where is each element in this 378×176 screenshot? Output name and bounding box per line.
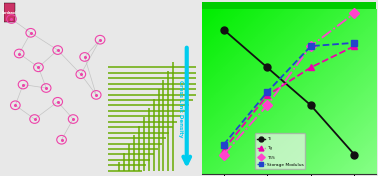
Line: T$_g$: T$_g$ [220,43,358,153]
Storage Modulus [352,42,356,44]
T$_g$ [265,94,270,96]
T$_{5\%}$ [265,104,270,106]
Line: Storage Modulus: Storage Modulus [220,39,358,148]
Line: T$_{5\%}$: T$_{5\%}$ [220,10,358,158]
Storage Modulus [222,144,226,146]
T$_g$ [222,149,226,151]
Storage Modulus [265,91,270,93]
Line: T$_i$: T$_i$ [220,26,358,158]
Bar [4,4,15,23]
T$_i$ [265,66,270,68]
Legend: T$_i$, T$_g$, T$_{5\%}$, Storage Modulus: T$_i$, T$_g$, T$_{5\%}$, Storage Modulus [256,133,305,169]
T$_{5\%}$ [308,45,313,47]
T$_{5\%}$ [222,153,226,156]
T$_g$ [352,45,356,47]
T$_i$ [308,104,313,106]
Storage Modulus [308,45,313,47]
T$_i$ [222,29,226,31]
T$_i$ [352,153,356,156]
T$_g$ [308,66,313,68]
Text: Cardanol: Cardanol [2,11,17,15]
T$_{5\%}$ [352,12,356,14]
Text: Cross Link Density: Cross Link Density [178,80,183,137]
